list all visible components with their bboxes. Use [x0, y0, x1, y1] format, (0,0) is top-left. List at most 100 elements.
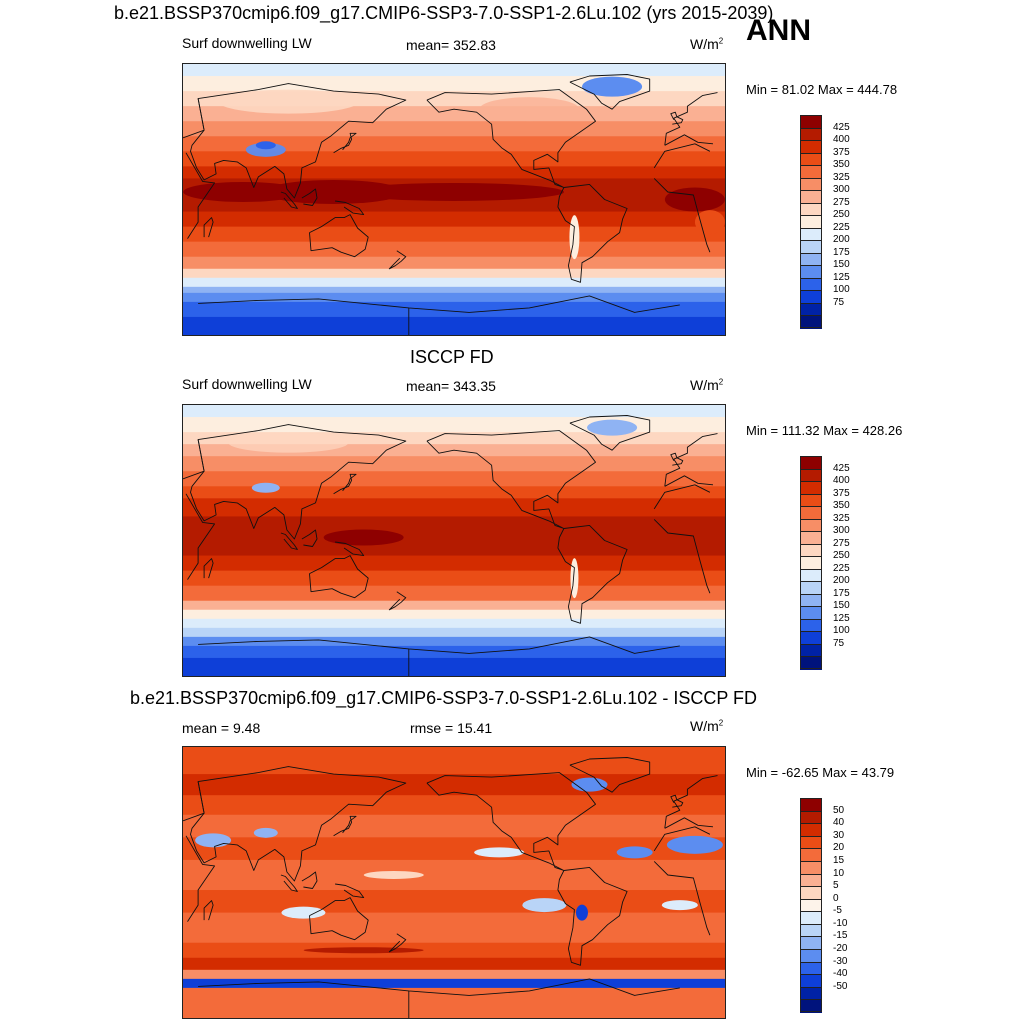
- field-band: [183, 600, 725, 611]
- coastline-greenland: [569, 757, 651, 793]
- coastline-japan: [333, 132, 357, 154]
- field-anomaly: [245, 142, 286, 157]
- coastline-uk: [670, 794, 684, 808]
- panel3-minmax: Min = -62.65 Max = 43.79: [746, 765, 895, 780]
- coastline-borneo: [301, 188, 318, 206]
- colorbar-tick-label: 30: [833, 829, 845, 841]
- field-band: [183, 957, 725, 971]
- coastline-japan: [333, 473, 357, 495]
- colorbar-segment: [800, 531, 822, 545]
- coastline-asia: [190, 424, 407, 540]
- field-anomaly: [694, 210, 725, 235]
- colorbar-segment: [800, 618, 822, 633]
- panel1-units: W/m2: [690, 36, 724, 52]
- field-band: [183, 456, 725, 472]
- colorbar-segment: [800, 315, 822, 329]
- panel1-mean-label: mean= 352.83: [406, 37, 496, 53]
- field-band: [183, 747, 725, 775]
- colorbar-tick-label: 400: [833, 475, 850, 487]
- colorbar-tick-label: 75: [833, 296, 845, 308]
- coastline-samerica: [557, 183, 628, 283]
- colorbar-tick-label: 250: [833, 550, 850, 562]
- field-anomaly: [303, 947, 424, 954]
- colorbar-segment: [800, 543, 822, 558]
- field-anomaly: [344, 182, 564, 201]
- field-band: [183, 256, 725, 270]
- colorbar-tick-label: 50: [833, 804, 845, 816]
- field-band: [183, 486, 725, 499]
- colorbar-segment: [800, 493, 822, 508]
- colorbar-segment: [800, 961, 822, 976]
- coastline-madagascar: [203, 217, 214, 238]
- panel3-colorbar: 50 40 30 20 15 10 5 0 -5 -10 -15 -20 -30 -40 -50: [800, 798, 847, 1013]
- colorbar-segment: [800, 127, 822, 142]
- field-band: [183, 627, 725, 638]
- field-anomaly: [522, 898, 567, 913]
- colorbar-segment: [800, 190, 822, 204]
- colorbar-segment: [800, 481, 822, 495]
- coastline-antarctica: [198, 978, 680, 1018]
- colorbar-tick-label: 325: [833, 171, 850, 183]
- colorbar-tick-label: -40: [833, 968, 848, 980]
- colorbar-tick-label: -30: [833, 955, 848, 967]
- coastline-africa: [185, 143, 711, 253]
- field-band: [183, 570, 725, 587]
- field-band: [183, 64, 725, 77]
- field-band: [183, 151, 725, 167]
- coastline-asia: [190, 766, 407, 882]
- colorbar-segment: [800, 456, 822, 470]
- colorbar-tick-label: 275: [833, 537, 850, 549]
- colorbar-tick-label: 125: [833, 271, 850, 283]
- field-anomaly: [251, 482, 280, 493]
- colorbar-segment: [800, 240, 822, 254]
- coastline-madagascar: [203, 558, 214, 579]
- coastline-antarctica: [198, 295, 680, 335]
- field-band: [183, 636, 725, 647]
- field-band: [183, 657, 725, 676]
- coastline-newguinea: [335, 541, 365, 557]
- field-anomaly: [666, 835, 723, 854]
- colorbar-tick-label: 225: [833, 221, 850, 233]
- colorbar-segment: [800, 277, 822, 292]
- coastline-newzealand: [388, 250, 407, 270]
- colorbar-segment: [800, 923, 822, 938]
- colorbar-tick-label: 250: [833, 209, 850, 221]
- field-band: [183, 316, 725, 335]
- field-anomaly: [575, 904, 588, 921]
- panel1-heading: b.e21.BSSP370cmip6.f09_g17.CMIP6-SSP3-7.…: [114, 3, 774, 23]
- field-anomaly: [195, 833, 232, 848]
- colorbar-segment: [800, 265, 822, 279]
- colorbar-segment: [800, 518, 822, 533]
- coastline-africa: [185, 484, 711, 594]
- panel1-colorbar: 425 400 375 350 325 300 275 250 225 200 175 150 125 1…: [800, 115, 850, 329]
- colorbar-segment: [800, 165, 822, 179]
- colorbar-segment: [800, 556, 822, 570]
- colorbar-tick-label: 225: [833, 562, 850, 574]
- field-band: [183, 268, 725, 279]
- colorbar-segment: [800, 115, 822, 129]
- colorbar-segment: [800, 936, 822, 951]
- colorbar-tick-label: 300: [833, 184, 850, 196]
- field-band: [183, 516, 725, 557]
- field-band: [183, 292, 725, 303]
- field-anomaly: [255, 141, 276, 150]
- colorbar-segment: [800, 643, 822, 658]
- field-band: [183, 795, 725, 816]
- panel3-heading: b.e21.BSSP370cmip6.f09_g17.CMIP6-SSP3-7.…: [130, 688, 758, 708]
- coastline-sumatra: [280, 532, 298, 550]
- coastline-newzealand: [388, 933, 407, 953]
- colorbar-segment: [800, 202, 822, 217]
- field-band: [183, 969, 725, 980]
- colorbar-tick-label: 175: [833, 246, 850, 258]
- coastline-borneo: [301, 529, 318, 547]
- field-band: [183, 417, 725, 433]
- coastline-africa: [185, 826, 711, 936]
- colorbar-segment: [800, 593, 822, 608]
- field-band: [183, 942, 725, 959]
- colorbar-tick-label: 150: [833, 600, 850, 612]
- panel2-mean-label: mean= 343.35: [406, 378, 496, 394]
- colorbar-tick-label: 0: [833, 892, 839, 904]
- field-band: [183, 859, 725, 891]
- panel2-units: W/m2: [690, 377, 724, 393]
- colorbar-segment: [800, 606, 822, 620]
